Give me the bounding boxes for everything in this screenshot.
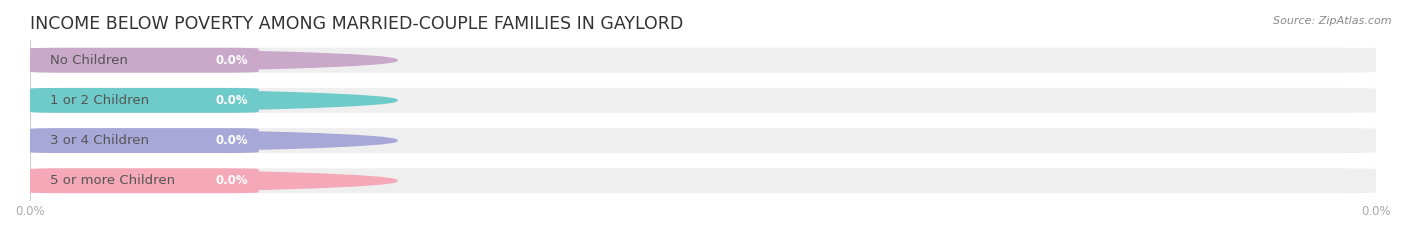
Circle shape bbox=[0, 170, 396, 192]
Text: 0.0%: 0.0% bbox=[215, 174, 247, 187]
FancyBboxPatch shape bbox=[30, 128, 259, 153]
FancyBboxPatch shape bbox=[30, 48, 259, 73]
Text: No Children: No Children bbox=[51, 54, 128, 67]
Text: 1 or 2 Children: 1 or 2 Children bbox=[51, 94, 149, 107]
FancyBboxPatch shape bbox=[30, 88, 259, 113]
Text: 3 or 4 Children: 3 or 4 Children bbox=[51, 134, 149, 147]
Circle shape bbox=[0, 130, 396, 151]
Circle shape bbox=[0, 49, 396, 71]
Text: 0.0%: 0.0% bbox=[215, 54, 247, 67]
Text: 0.0%: 0.0% bbox=[215, 134, 247, 147]
FancyBboxPatch shape bbox=[30, 88, 1376, 113]
FancyBboxPatch shape bbox=[30, 128, 1376, 153]
FancyBboxPatch shape bbox=[30, 48, 1376, 73]
Text: Source: ZipAtlas.com: Source: ZipAtlas.com bbox=[1274, 16, 1392, 26]
FancyBboxPatch shape bbox=[30, 168, 1376, 193]
Circle shape bbox=[0, 89, 396, 111]
Text: INCOME BELOW POVERTY AMONG MARRIED-COUPLE FAMILIES IN GAYLORD: INCOME BELOW POVERTY AMONG MARRIED-COUPL… bbox=[30, 15, 683, 33]
FancyBboxPatch shape bbox=[30, 168, 259, 193]
Text: 0.0%: 0.0% bbox=[215, 94, 247, 107]
Text: 5 or more Children: 5 or more Children bbox=[51, 174, 176, 187]
